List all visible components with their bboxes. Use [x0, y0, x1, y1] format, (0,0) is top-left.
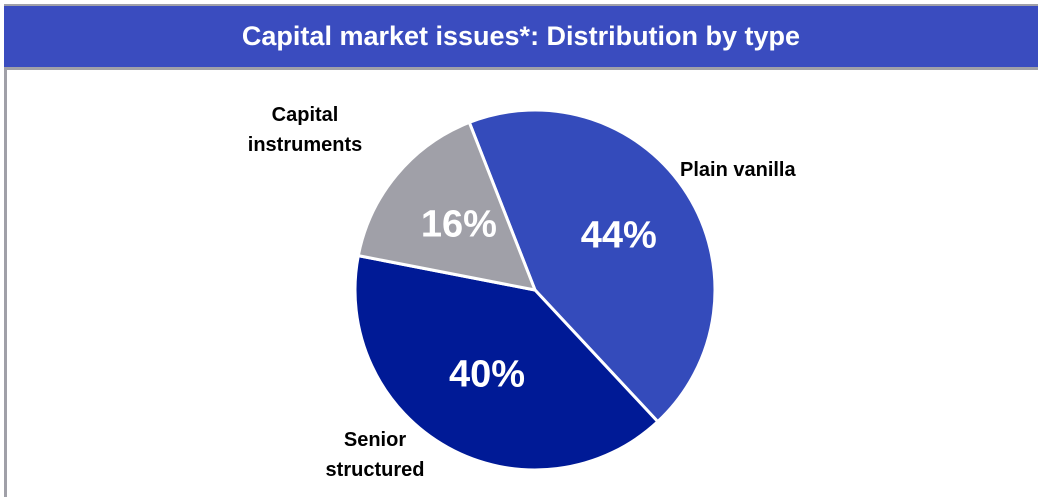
value-label: 16%	[421, 204, 497, 246]
frame-line	[4, 70, 7, 497]
pie-slice	[353, 253, 660, 472]
category-label: Capital instruments	[247, 104, 363, 156]
pie-slice	[467, 108, 717, 424]
value-label: 44%	[581, 214, 657, 256]
pie-slice	[356, 120, 538, 292]
chart-title: Capital market issues*: Distribution by …	[4, 4, 1038, 70]
category-label: Plain vanilla	[680, 159, 796, 181]
category-label: Senior structured	[325, 429, 425, 481]
value-label: 40%	[449, 354, 525, 396]
